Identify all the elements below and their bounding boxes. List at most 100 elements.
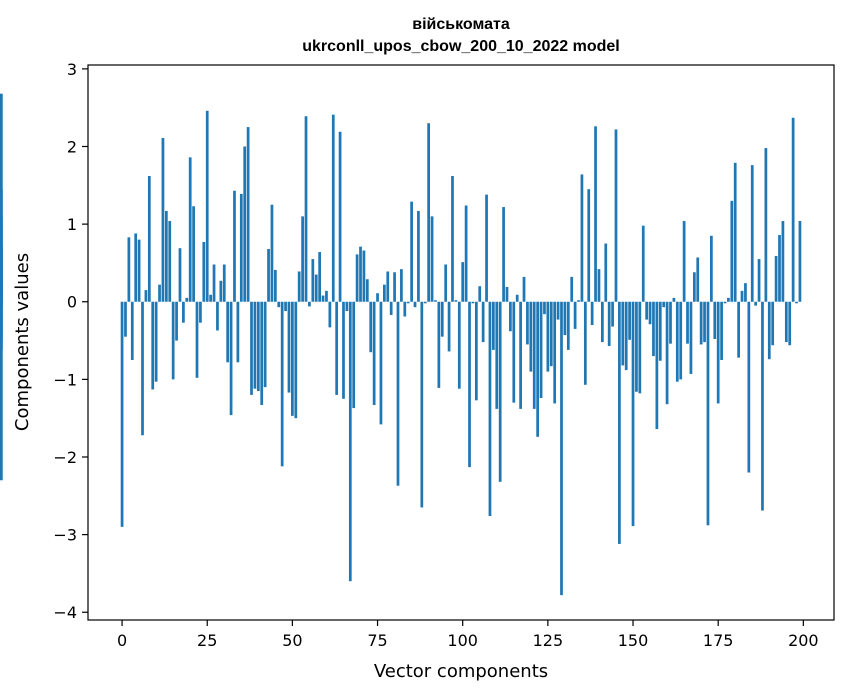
- bar: [267, 248, 270, 302]
- bar: [120, 301, 124, 527]
- bar: [154, 301, 158, 382]
- chart-subtitle: ukrconll_upos_cbow_200_10_2022 model: [302, 38, 619, 55]
- bar: [280, 301, 284, 467]
- bar: [386, 271, 390, 302]
- y-tick-label: −3: [53, 526, 77, 545]
- bar: [256, 301, 260, 392]
- bar: [689, 301, 693, 374]
- bar: [730, 200, 734, 302]
- bar: [291, 301, 294, 416]
- bar: [795, 301, 798, 304]
- x-tick-label: 150: [618, 631, 649, 650]
- chart-title: військомата: [412, 16, 510, 33]
- bars-group: [0, 93, 802, 596]
- bar: [526, 301, 529, 345]
- bar: [495, 301, 499, 409]
- bar: [648, 301, 652, 325]
- bar: [253, 301, 257, 389]
- bar: [331, 114, 335, 302]
- bar: [771, 301, 775, 346]
- bar: [400, 269, 403, 302]
- bar: [485, 194, 488, 302]
- bar: [532, 301, 536, 409]
- bar: [747, 301, 751, 473]
- bar: [750, 165, 754, 302]
- bar: [229, 301, 233, 416]
- bar: [706, 301, 710, 526]
- bar: [141, 301, 144, 436]
- bar: [236, 301, 240, 363]
- bar: [294, 301, 298, 419]
- bar: [464, 205, 468, 302]
- bar: [273, 269, 277, 302]
- y-tick-label: −2: [53, 448, 77, 467]
- bar: [549, 301, 553, 367]
- bar: [369, 301, 373, 353]
- bar: [635, 301, 638, 392]
- bar: [481, 301, 485, 343]
- bar: [539, 301, 543, 398]
- bar: [151, 301, 155, 390]
- bar: [403, 301, 407, 317]
- bar: [175, 301, 178, 341]
- bar: [423, 301, 427, 304]
- bar: [0, 301, 3, 481]
- bar: [594, 126, 597, 302]
- bar: [553, 301, 557, 404]
- bar: [434, 300, 437, 302]
- bar: [781, 221, 785, 302]
- bar: [185, 297, 189, 302]
- bar: [277, 301, 281, 308]
- bar: [410, 201, 413, 302]
- x-tick-label: 175: [703, 631, 734, 650]
- bar: [570, 276, 574, 302]
- bar: [560, 301, 563, 596]
- bar: [788, 301, 792, 346]
- x-tick-label: 200: [788, 631, 819, 650]
- bar: [440, 301, 444, 337]
- bar: [638, 301, 642, 394]
- bar: [502, 207, 505, 302]
- plot-frame: [87, 64, 835, 621]
- bar: [703, 301, 706, 343]
- y-tick-label: 2: [67, 138, 77, 157]
- bar: [454, 300, 458, 302]
- bar: [652, 301, 655, 357]
- bar: [127, 237, 131, 302]
- bar: [784, 301, 788, 343]
- bar: [389, 301, 393, 315]
- y-tick-label: −4: [53, 603, 77, 622]
- bar: [737, 301, 740, 358]
- bar: [580, 174, 584, 302]
- bar: [798, 221, 802, 302]
- bar: [239, 193, 243, 302]
- bar: [321, 295, 325, 302]
- bar: [655, 301, 659, 430]
- y-axis-label: Components values: [12, 253, 33, 431]
- bar: [451, 176, 454, 302]
- x-tick-label: 125: [533, 631, 564, 650]
- bar: [723, 301, 727, 304]
- x-tick-label: 50: [282, 631, 302, 650]
- bar: [222, 264, 226, 302]
- bar: [583, 301, 587, 385]
- bar: [124, 301, 127, 337]
- bar: [243, 146, 247, 302]
- bar: [382, 284, 386, 302]
- bar: [352, 301, 356, 409]
- bar: [192, 206, 195, 302]
- bar: [720, 301, 723, 360]
- bar: [318, 252, 321, 302]
- bar: [417, 210, 420, 302]
- bar: [519, 301, 522, 409]
- bar: [682, 221, 686, 302]
- bar: [362, 250, 366, 302]
- bar: [301, 216, 304, 302]
- y-tick-label: −1: [53, 370, 77, 389]
- bar: [372, 301, 376, 405]
- bar: [692, 272, 696, 302]
- bar: [529, 301, 533, 372]
- bar: [624, 301, 628, 371]
- bar: [134, 233, 138, 302]
